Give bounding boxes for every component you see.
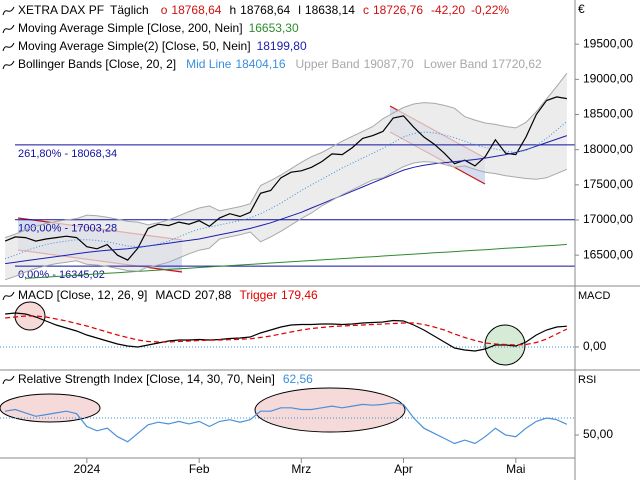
series-line (4, 120, 568, 260)
legend-text: 207,88 (195, 288, 232, 302)
series-line (5, 135, 568, 265)
legend-text: Moving Average Simple [Close, 200, Nein] (18, 21, 243, 35)
plot-layer: 261,80% - 18068,34 100,00% - 17003,28 0,00… (0, 43, 579, 445)
legend-entry: Bollinger Bands [Close, 20, 2] Mid Line 18… (18, 57, 542, 71)
legend-icon (2, 60, 15, 70)
legend-text: 17720,62 (492, 57, 542, 71)
highlight-ellipse (0, 393, 101, 423)
y-tick-label: 18000,00 (583, 142, 633, 156)
level-label: 0,00% - 16345,02 (18, 269, 105, 281)
legend-text: c (363, 3, 369, 17)
x-tick-label: Mai (506, 462, 525, 476)
legend-entry: XETRA DAX PF Täglich o 18768,64 h 18768,64 l 18… (18, 3, 509, 17)
legend-text: -42,20 (431, 3, 465, 17)
legend-text: h (229, 3, 236, 17)
legend-text: o (161, 3, 168, 17)
series-line (4, 161, 568, 281)
x-tick-label: 2024 (73, 462, 100, 476)
legend-text: MACD [Close, 12, 26, 9] (18, 288, 147, 302)
legend-text: 19087,70 (364, 57, 414, 71)
legend-text: Relative Strength Index [Close, 14, 30, … (18, 372, 275, 386)
y-tick-label: 16500,00 (583, 247, 633, 261)
series-line (5, 312, 567, 352)
x-tick-label: Apr (394, 462, 413, 476)
series-line (4, 96, 567, 261)
legend-icon (2, 375, 15, 385)
legend-text: -0,22% (471, 3, 509, 17)
legend-text: 179,46 (281, 288, 318, 302)
level-label: 261,80% - 18068,34 (18, 148, 117, 160)
y-tick-label: 18500,00 (583, 107, 633, 121)
legend-text: Mid Line (186, 57, 232, 71)
legend-text: 18768,64 (240, 3, 290, 17)
legend-text: Upper Band (296, 57, 360, 71)
y-tick-label: 19500,00 (583, 36, 633, 50)
y-tick-label: 17500,00 (583, 177, 633, 191)
y-tick-label: 0,00 (583, 339, 607, 353)
series-line (5, 402, 568, 445)
legend-layer: XETRA DAX PF Täglich o 18768,64 h 18768,64 l 18… (2, 3, 542, 386)
level-label: 100,00% - 17003,28 (18, 223, 117, 235)
legend-entry: Moving Average Simple(2) [Close, 50, Nei… (18, 39, 307, 53)
bollinger-fill (5, 73, 567, 280)
legend-text: XETRA DAX PF (18, 3, 104, 17)
legend-text: 18404,16 (235, 57, 285, 71)
legend-text: 18199,80 (257, 39, 307, 53)
legend-entry: Moving Average Simple [Close, 200, Nein]… (18, 21, 299, 35)
legend-text: Trigger (239, 288, 277, 302)
axis-title: MACD (578, 290, 610, 302)
legend-text: Täglich (110, 3, 149, 17)
legend-text: 18638,14 (305, 3, 355, 17)
series-line (4, 72, 568, 239)
y-tick-label: 50,00 (583, 427, 613, 441)
y-tick-label: 19000,00 (583, 72, 633, 86)
legend-text: 18726,76 (373, 3, 423, 17)
legend-text: Lower Band (424, 57, 488, 71)
series-line (5, 315, 568, 346)
legend-text: 18768,64 (171, 3, 221, 17)
legend-icon (2, 6, 15, 16)
highlight-ellipse (254, 387, 406, 433)
legend-text: l (298, 3, 301, 17)
legend-entry: MACD [Close, 12, 26, 9] MACD 207,88 Trigger… (18, 288, 318, 302)
axis-title: € (578, 2, 585, 16)
legend-text: Bollinger Bands [Close, 20, 2] (18, 57, 176, 71)
legend-text: MACD (155, 288, 191, 302)
legend-icon (2, 291, 15, 301)
legend-icon (2, 42, 15, 52)
series-line (25, 243, 567, 279)
legend-text: 16653,30 (249, 21, 299, 35)
legend-text: Moving Average Simple(2) [Close, 50, Nei… (18, 39, 251, 53)
y-tick-label: 17000,00 (583, 212, 633, 226)
axis-title: RSI (578, 374, 596, 386)
x-tick-label: Feb (189, 462, 210, 476)
legend-entry: Relative Strength Index [Close, 14, 30, … (18, 372, 313, 386)
legend-text: 62,56 (283, 372, 313, 386)
x-tick-label: Mrz (291, 462, 311, 476)
legend-icon (2, 24, 15, 34)
